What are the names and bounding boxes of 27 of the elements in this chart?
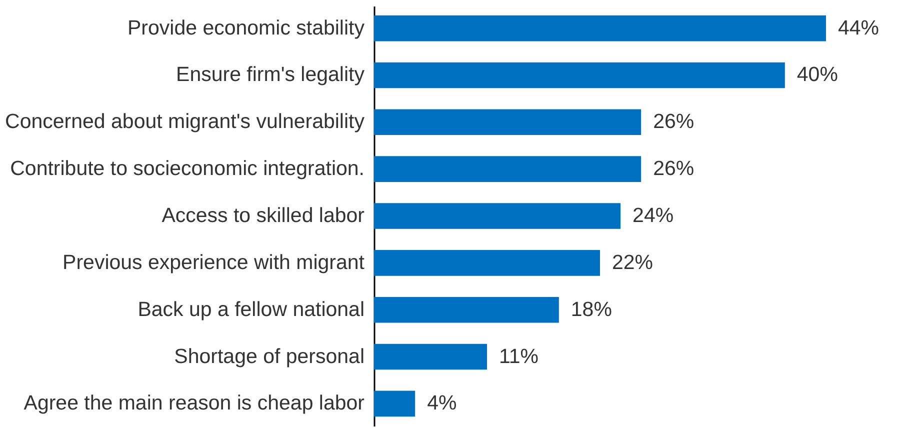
bar [374, 109, 642, 136]
data-label: 44% [838, 16, 880, 40]
data-label: 22% [612, 250, 654, 274]
data-label: 26% [653, 110, 694, 134]
y-tick-label: Concerned about migrant's vulnerability [5, 110, 366, 134]
y-tick-label: Ensure firm's legality [176, 63, 366, 86]
bar [374, 250, 600, 276]
data-label: 26% [653, 157, 694, 180]
y-tick-label: Access to skilled labor [162, 204, 365, 227]
y-tick-label: Shortage of personal [174, 344, 364, 368]
data-label: 11% [499, 344, 539, 368]
y-tick-label: Contribute to socieconomic integration. [10, 157, 364, 180]
data-label: 24% [632, 204, 674, 227]
bar [374, 15, 826, 42]
data-label: 18% [570, 298, 612, 321]
bar [374, 296, 559, 323]
data-label: 4% [427, 392, 457, 415]
bar [374, 203, 621, 229]
y-tick-label: Agree the main reason is cheap labor [24, 392, 365, 415]
bar [374, 344, 487, 370]
y-tick-label: Previous experience with migrant [62, 250, 365, 274]
y-tick-label: Back up a fellow national [138, 298, 364, 321]
bar [374, 390, 416, 417]
data-label: 40% [796, 63, 838, 86]
bar [374, 62, 785, 88]
bar [374, 156, 642, 182]
y-tick-label: Provide economic stability [128, 16, 366, 40]
